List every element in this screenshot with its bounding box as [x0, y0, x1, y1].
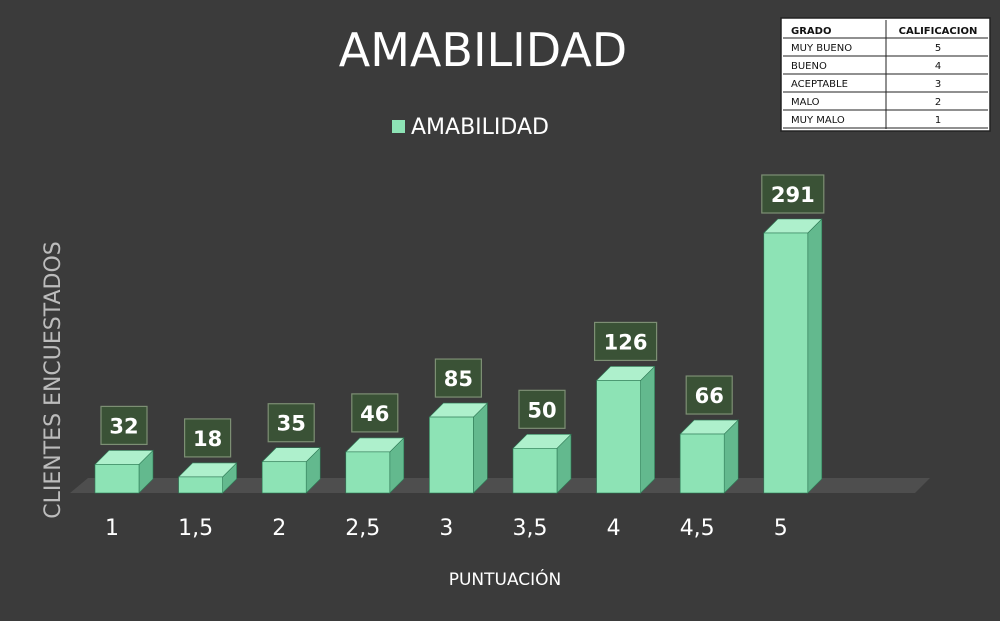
x-tick-label: 2	[272, 516, 286, 541]
bar-front	[94, 464, 140, 494]
data-label: 291	[771, 183, 815, 207]
data-label-box	[518, 389, 566, 429]
grade-table-calificacion: 3	[935, 79, 941, 90]
x-tick-label: 5	[774, 516, 788, 541]
data-label-box	[593, 321, 658, 362]
bar-front	[596, 380, 641, 494]
bar-7	[595, 365, 656, 494]
bar-front	[178, 476, 223, 494]
legend: AMABILIDAD	[392, 115, 549, 140]
grade-table-grado: MALO	[791, 97, 820, 108]
data-label: 126	[604, 330, 648, 354]
bar-3	[261, 447, 321, 494]
grade-table-header-grado: GRADO	[791, 26, 831, 37]
data-label-box	[434, 358, 482, 398]
chart-title: AMABILIDAD	[339, 23, 627, 77]
data-label-box	[184, 418, 232, 458]
data-label-box	[100, 405, 148, 446]
bar-front	[679, 433, 725, 494]
data-labels-group: 32 18 35 46 85 50 126 66 291	[100, 174, 825, 458]
x-tick-label: 1,5	[178, 516, 213, 541]
x-tick-label: 1	[105, 516, 119, 541]
data-label-box	[761, 174, 825, 214]
bar-front	[345, 451, 391, 494]
data-label-box	[685, 375, 733, 415]
legend-label: AMABILIDAD	[411, 115, 549, 140]
x-tick-label: 4,5	[680, 516, 715, 541]
grade-table-grado: BUENO	[791, 61, 827, 72]
bar-side	[640, 365, 655, 494]
x-tick-label: 4	[607, 516, 621, 541]
bar-6	[512, 433, 572, 494]
bar-side	[807, 218, 823, 494]
bar-side	[473, 402, 488, 494]
grade-table-calificacion: 1	[935, 115, 941, 126]
grade-table-calificacion: 2	[935, 97, 941, 108]
bars-group	[94, 218, 823, 494]
y-axis-label: CLIENTES ENCUESTADOS	[41, 241, 66, 518]
bar-1	[94, 449, 154, 494]
data-label-box	[351, 393, 399, 433]
legend-swatch	[392, 120, 405, 133]
bar-front	[261, 461, 307, 494]
x-ticks-group: 1 1,5 2 2,5 3 3,5 4 4,5 5	[105, 516, 788, 541]
data-label: 46	[360, 402, 389, 426]
grade-table-header-calificacion: CALIFICACION	[899, 26, 978, 37]
x-tick-label: 3,5	[513, 516, 548, 541]
grade-table-calificacion: 4	[935, 61, 941, 72]
bar-2	[177, 462, 238, 494]
grade-table-grado: MUY BUENO	[791, 43, 852, 54]
bar-4	[345, 437, 405, 494]
x-tick-label: 2,5	[345, 516, 380, 541]
bar-8	[679, 419, 739, 494]
bar-front	[512, 448, 558, 494]
data-label: 35	[277, 412, 306, 436]
bar-5	[428, 402, 489, 494]
bar-front	[763, 232, 809, 494]
grade-table-grado: ACEPTABLE	[791, 79, 848, 90]
grade-table-calificacion: 5	[935, 43, 941, 54]
data-label: 18	[193, 427, 222, 451]
data-label: 32	[109, 414, 138, 438]
data-label: 66	[695, 384, 724, 408]
x-axis-label: PUNTUACIÓN	[449, 568, 562, 590]
bar-9	[763, 218, 823, 494]
x-tick-label: 3	[439, 516, 453, 541]
data-label-box	[267, 403, 315, 443]
data-label: 85	[444, 367, 473, 391]
bar-front	[429, 416, 474, 494]
grade-table-grado: MUY MALO	[791, 115, 845, 126]
grade-table: GRADO CALIFICACION MUY BUENO 5 BUENO 4 ACEPT…	[780, 17, 991, 132]
data-label: 50	[527, 398, 556, 422]
